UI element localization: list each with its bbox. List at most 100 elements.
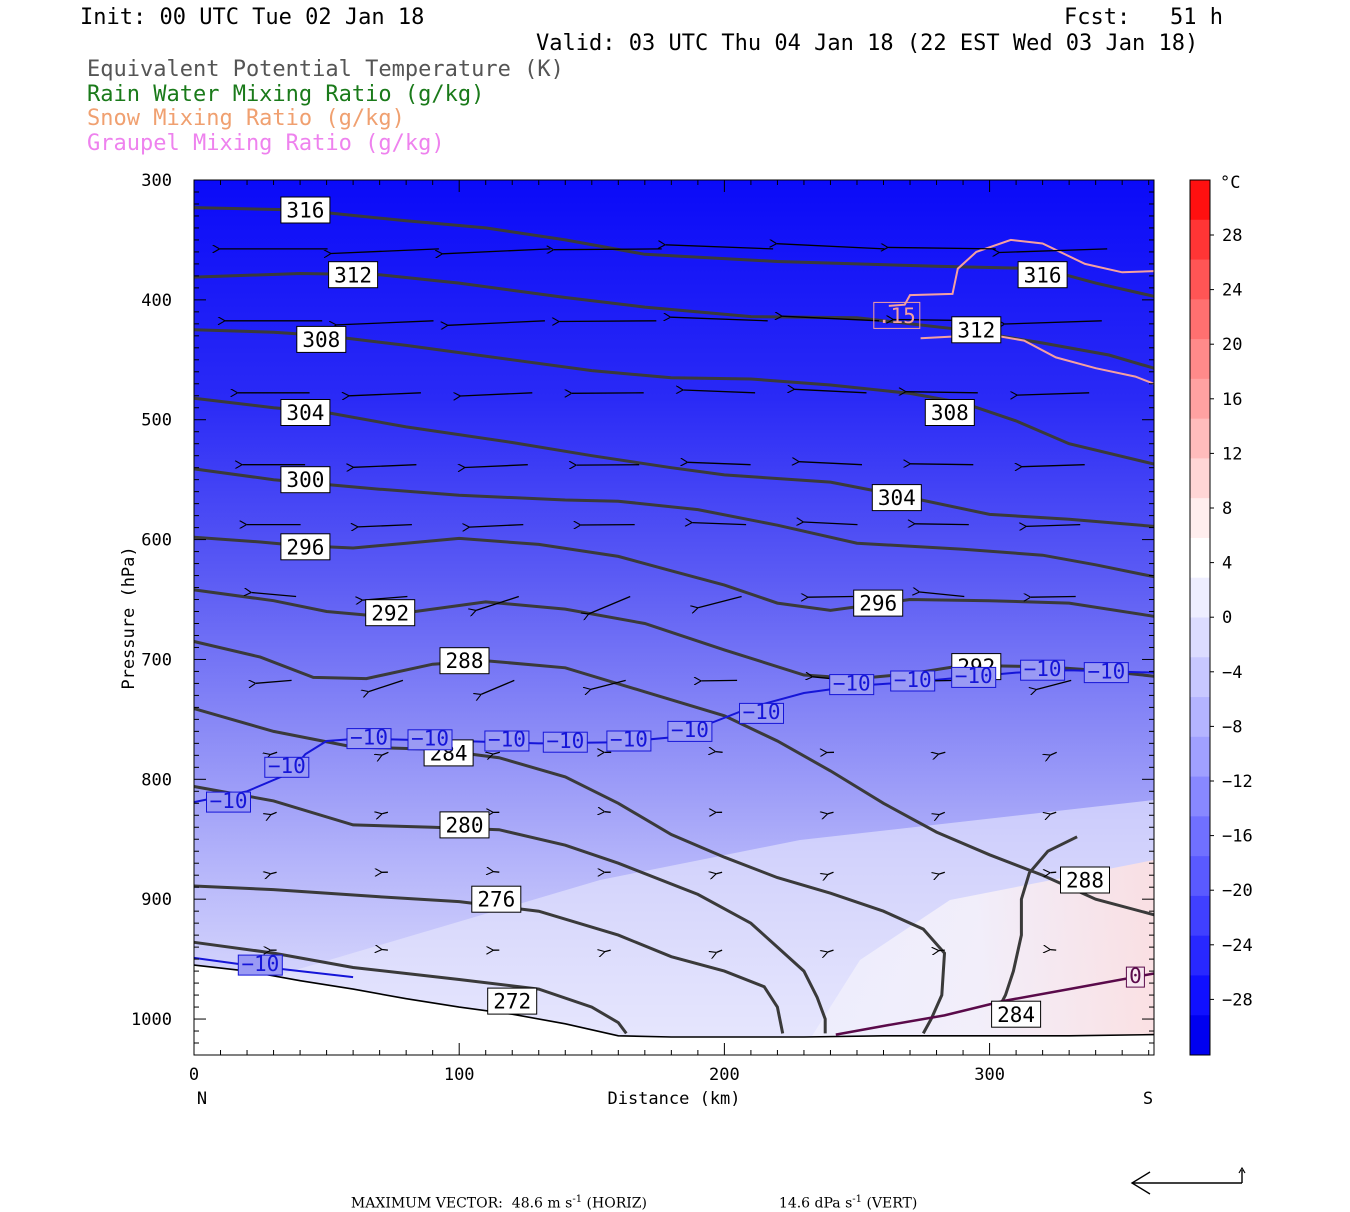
wind-vector [382,950,388,951]
x-axis-right-end: S [1143,1089,1153,1109]
contour-label: −10 [241,952,279,976]
wind-vector [559,321,656,322]
colorbar-swatch [1190,299,1210,339]
colorbar-swatch [1190,777,1210,817]
contour-label: 308 [931,401,969,425]
horiz-suffix: (HORIZ) [582,1196,647,1212]
contour-label: −10 [1024,657,1062,681]
colorbar-label: −28 [1222,990,1253,1010]
y-tick-label: 1000 [131,1010,172,1030]
colorbar-swatch [1190,856,1210,896]
max-vector-vert-label: 14.6 dPa s-1 (VERT) [770,1178,917,1212]
x-tick-label: 200 [709,1065,740,1085]
contour-label: 292 [371,601,409,625]
max-vector-label: MAXIMUM VECTOR: 48.6 m s-1 (HORIZ) [342,1178,647,1212]
contour-label: 272 [493,990,531,1014]
contour-label: 316 [286,199,324,223]
contour-label: 288 [446,649,484,673]
colorbar-swatch [1190,538,1210,578]
contour-label: −10 [955,664,993,688]
y-tick-label: 700 [141,650,172,670]
max-vector-horiz: 48.6 m s [512,1196,573,1212]
y-tick-label: 800 [141,770,172,790]
temperature-shading [194,180,1154,1055]
wind-vector [1050,950,1056,951]
vert-suffix: (VERT) [862,1196,917,1212]
wind-vector [493,872,499,873]
x-tick-label: 300 [974,1065,1005,1085]
colorbar-label: −8 [1222,717,1242,737]
y-tick-label: 500 [141,411,172,431]
colorbar-swatch [1190,657,1210,697]
colorbar-label: 16 [1222,390,1242,410]
colorbar-swatch [1190,498,1210,538]
colorbar-swatch [1190,697,1210,737]
colorbar-swatch [1190,180,1210,220]
wind-vector [915,524,969,525]
colorbar-swatch [1190,339,1210,379]
x-axis-title: Distance (km) [607,1089,740,1109]
max-vector-title: MAXIMUM VECTOR: [351,1196,503,1212]
colorbar-unit: °C [1220,173,1240,193]
contour-label: 308 [302,328,340,352]
x-tick-label: 100 [444,1065,475,1085]
colorbar-label: 28 [1222,226,1242,246]
wind-vector [939,950,945,951]
contour-label: 300 [286,468,324,492]
colorbar-label: −20 [1222,881,1253,901]
contour-label: −10 [671,718,709,742]
contour-label: 312 [334,263,372,287]
colorbar-swatch [1190,816,1210,856]
contour-label: 304 [878,486,916,510]
contour-label: 296 [859,592,897,616]
colorbar-swatch [1190,379,1210,419]
wind-vector [808,597,853,598]
y-tick-label: 400 [141,291,172,311]
contour-label: −10 [743,700,781,724]
colorbar-label: 4 [1222,554,1232,574]
x-tick-label: 0 [189,1065,199,1085]
colorbar-label: −4 [1222,663,1242,683]
colorbar-swatch [1190,458,1210,498]
contour-label: .15 [878,304,916,328]
contour-label: −10 [488,728,526,752]
contour-label: 284 [997,1003,1035,1027]
y-tick-label: 900 [141,890,172,910]
contour-label: −10 [610,728,648,752]
colorbar-swatch [1190,578,1210,618]
max-vector-vert: 14.6 dPa s [779,1196,852,1212]
colorbar-swatch [1190,220,1210,260]
wind-vector [605,812,611,813]
colorbar-label: −12 [1222,772,1253,792]
colorbar-swatch [1190,896,1210,936]
wind-vector [910,464,973,465]
contour-label: −10 [546,729,584,753]
colorbar-swatch [1190,1015,1210,1055]
wind-vector [572,393,644,394]
colorbar-label: −24 [1222,936,1253,956]
colorbar-swatch [1190,618,1210,658]
wind-vector [1050,872,1056,873]
max-vector-key [1132,1168,1245,1194]
contour-label: 276 [477,888,515,912]
contour-label: 312 [957,318,995,342]
contour-label: 296 [286,535,324,559]
colorbar-swatch [1190,419,1210,459]
contour-label: 0 [1129,964,1142,988]
contour-label: 316 [1024,263,1062,287]
colorbar-swatch [1190,975,1210,1015]
colorbar-label: 24 [1222,281,1242,301]
wind-vector [716,752,723,753]
contour-label: −10 [411,727,449,751]
colorbar-label: 20 [1222,335,1242,355]
contour-label: 280 [446,813,484,837]
contour-label: 288 [1066,869,1104,893]
y-axis-title: Pressure (hPa) [119,546,139,689]
contour-label: −10 [210,789,248,813]
wind-vector [1031,597,1076,598]
contour-label: −10 [894,668,932,692]
contour-label: −10 [350,725,388,749]
colorbar-label: 0 [1222,608,1232,628]
